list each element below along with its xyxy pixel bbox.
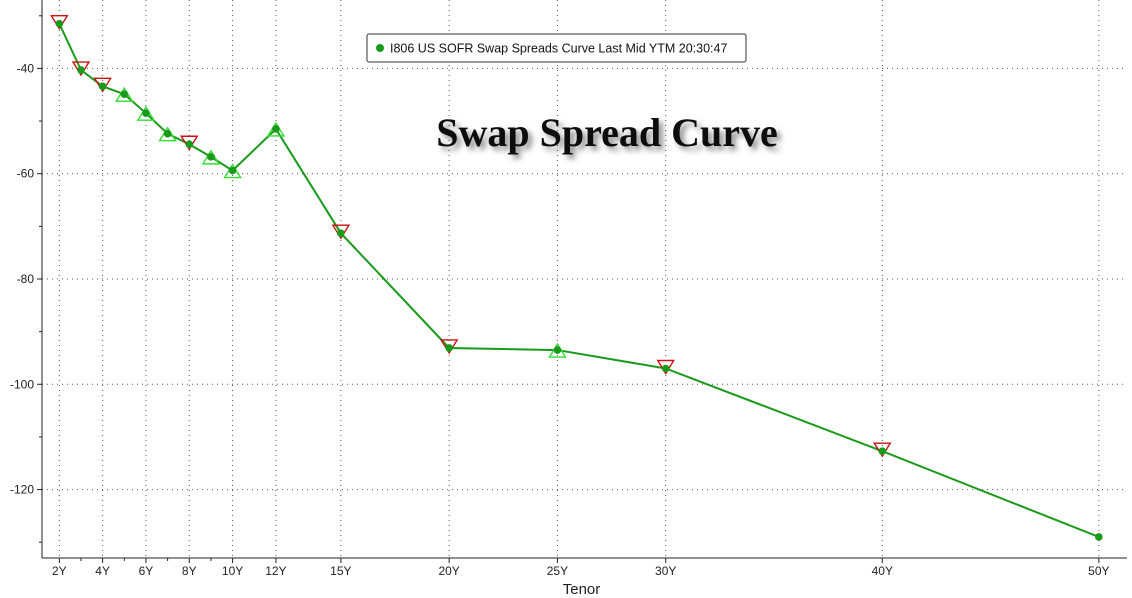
change-up-marker — [136, 105, 156, 121]
legend: I806 US SOFR Swap Spreads Curve Last Mid… — [366, 33, 747, 63]
grid-lines — [42, 0, 1127, 558]
x-tick-label: 30Y — [655, 564, 676, 578]
data-point — [120, 90, 129, 99]
data-point — [272, 125, 280, 133]
y-tick-label: -60 — [17, 167, 35, 181]
change-down-marker — [180, 135, 199, 151]
x-tick-label: 20Y — [438, 564, 459, 578]
legend-series-label: I806 US SOFR Swap Spreads Curve Last Mid… — [390, 42, 727, 56]
data-point — [142, 109, 150, 117]
chart-title: Swap Spread Curve — [436, 110, 778, 155]
change-down-marker — [656, 359, 675, 375]
x-axis-title: Tenor — [563, 581, 601, 598]
data-point — [98, 82, 107, 91]
change-down-marker — [439, 339, 459, 355]
data-point — [661, 364, 670, 373]
data-point — [163, 129, 172, 138]
change-down-marker — [331, 224, 351, 240]
x-tick-label: 8Y — [182, 564, 197, 578]
y-tick-label: -100 — [10, 377, 34, 391]
x-tick-label: 25Y — [547, 564, 568, 578]
data-point — [553, 346, 562, 354]
data-point — [185, 140, 194, 149]
x-tick-label: 2Y — [52, 564, 67, 578]
y-axis-ticks: -40 -60 -80 -100 -120 — [10, 15, 42, 543]
change-down-marker — [50, 14, 69, 31]
change-up-marker — [115, 86, 134, 102]
axes — [41, 0, 1127, 559]
change-up-marker — [158, 126, 177, 142]
change-up-marker — [223, 163, 242, 179]
y-tick-label: -120 — [10, 483, 34, 497]
data-point — [77, 66, 85, 74]
y-tick-label: -40 — [17, 61, 35, 75]
change-down-marker — [93, 77, 112, 93]
change-up-marker — [201, 149, 221, 165]
change-up-marker — [548, 342, 567, 358]
data-point — [878, 447, 887, 455]
series-layer — [50, 14, 1103, 541]
x-tick-label: 6Y — [139, 564, 154, 578]
y-tick-label: -80 — [17, 272, 35, 286]
x-tick-label: 12Y — [265, 564, 286, 578]
x-tick-label: 15Y — [330, 564, 351, 578]
series-line — [58, 23, 1100, 538]
data-point — [55, 19, 64, 28]
legend-box — [366, 33, 747, 63]
x-tick-label: 40Y — [872, 564, 893, 578]
data-point — [1095, 533, 1103, 541]
legend-series-marker — [376, 44, 384, 52]
change-down-marker — [71, 61, 91, 77]
x-tick-label: 10Y — [222, 564, 243, 578]
change-up-marker — [266, 121, 286, 137]
x-tick-label: 50Y — [1088, 564, 1109, 578]
x-tick-label: 4Y — [95, 564, 110, 578]
data-point — [445, 344, 453, 352]
data-point — [207, 153, 215, 161]
change-down-marker — [873, 442, 892, 458]
x-axis-ticks: 2Y 4Y 6Y 8Y 10Y 12Y 15Y 20Y 25Y 30Y 40Y 50Y — [52, 558, 1110, 578]
data-point — [228, 166, 237, 175]
data-point — [337, 229, 345, 238]
